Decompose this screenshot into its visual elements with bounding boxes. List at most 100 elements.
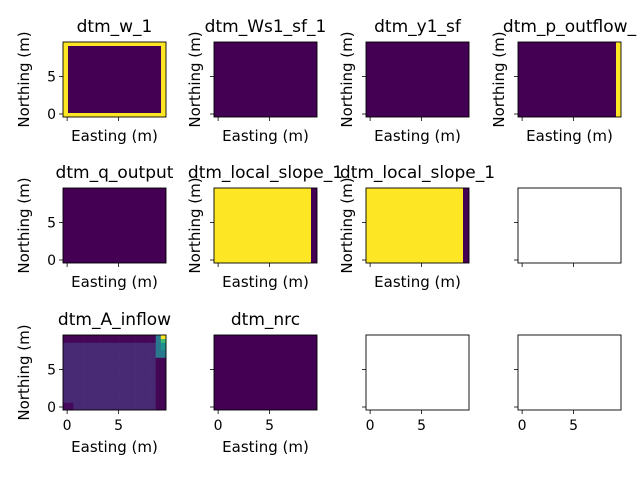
heatmap-cell	[140, 342, 146, 347]
heatmap-cell	[63, 406, 69, 411]
heatmap-cell	[124, 335, 131, 340]
heatmap-cell	[83, 395, 90, 400]
heatmap-cell	[73, 402, 79, 407]
heatmap-cell	[88, 387, 95, 392]
heatmap-cell	[150, 342, 156, 347]
heatmap-cell	[160, 353, 167, 358]
heatmap-cell	[160, 380, 167, 385]
heatmap-cell	[145, 361, 151, 366]
heatmap-cell	[78, 376, 84, 381]
heatmap-cell	[73, 353, 79, 358]
heatmap-cell	[78, 402, 84, 407]
heatmap-cell	[93, 380, 100, 385]
heatmap-cell	[129, 357, 136, 362]
heatmap-cell	[104, 342, 110, 347]
heatmap-cell	[104, 380, 110, 385]
heatmap-cell	[114, 402, 120, 407]
heatmap-cell	[145, 380, 151, 385]
heatmap-cell	[104, 353, 110, 358]
heatmap-cell	[155, 372, 162, 377]
heatmap-cell	[93, 353, 100, 358]
subplot-title: dtm_w_1	[77, 17, 153, 37]
heatmap-cell	[114, 395, 120, 400]
heatmap-cell	[78, 387, 84, 392]
heatmap-cell	[83, 376, 90, 381]
heatmap-cell	[68, 350, 74, 355]
heatmap-cell	[78, 372, 84, 377]
axes-frame	[517, 187, 622, 264]
heatmap-cell	[145, 406, 151, 411]
heatmap-cell	[83, 335, 90, 340]
heatmap-cell	[63, 346, 69, 351]
heatmap-cell	[109, 395, 115, 400]
y-tick-label: 5	[47, 363, 56, 379]
heatmap-cell	[83, 346, 90, 351]
heatmap-cell	[104, 383, 110, 388]
heatmap-cell	[119, 376, 126, 381]
heatmap-cell	[155, 357, 162, 362]
heatmap-cell	[109, 361, 115, 366]
heatmap-cell	[145, 402, 151, 407]
heatmap-cell	[145, 391, 151, 396]
heatmap-cell	[114, 338, 120, 343]
x-tick-label: 5	[569, 418, 578, 434]
heatmap-cell	[135, 387, 141, 392]
heatmap-cell	[140, 387, 146, 392]
x-axis-label: Easting (m)	[222, 273, 309, 291]
heatmap-cell	[155, 383, 162, 388]
heatmap-cells	[214, 42, 317, 117]
heatmap-cell	[73, 372, 79, 377]
heatmap-cell	[135, 346, 141, 351]
heatmap-cell	[135, 395, 141, 400]
heatmap-cell	[99, 372, 105, 377]
heatmap-cell	[63, 402, 69, 407]
heatmap-cell	[99, 398, 105, 403]
heatmap-cell	[73, 365, 79, 370]
heatmap-cell	[155, 406, 162, 411]
heatmap-cell	[93, 365, 100, 370]
heatmap-cell	[109, 335, 115, 340]
heatmap-cell	[135, 361, 141, 366]
y-axis-label: Northing (m)	[15, 31, 33, 127]
heatmap-cell	[160, 391, 167, 396]
heatmap-cell	[150, 406, 156, 411]
heatmap-cell	[78, 353, 84, 358]
heatmap-cell	[93, 376, 100, 381]
subplot-9: 0 5 0 5 dtm_A_inflow Easting (m) Northing (m)	[15, 310, 171, 456]
y-axis-label: Northing (m)	[186, 177, 204, 273]
heatmap-cell	[88, 342, 95, 347]
heatmap-cell	[150, 350, 156, 355]
heatmap-cell	[104, 346, 110, 351]
heatmap-cell	[63, 398, 69, 403]
subplot-title: dtm_Ws1_sf_1	[205, 17, 327, 37]
y-axis-label: Northing (m)	[338, 31, 356, 127]
heatmap-cell	[155, 350, 162, 355]
heatmap-cell	[83, 380, 90, 385]
heatmap-cell	[73, 342, 79, 347]
heatmap-cell	[150, 357, 156, 362]
axes-frame	[517, 334, 622, 411]
heatmap-cell	[129, 395, 136, 400]
heatmap-cell	[119, 338, 126, 343]
heatmap-cell	[88, 376, 95, 381]
heatmap-cell	[114, 391, 120, 396]
heatmap-cell	[78, 383, 84, 388]
heatmap-cell	[83, 357, 90, 362]
heatmap-cell	[114, 372, 120, 377]
heatmap-cell	[73, 406, 79, 411]
heatmap-cell	[160, 365, 167, 370]
heatmap-cell	[155, 376, 162, 381]
heatmap-cell	[150, 398, 156, 403]
heatmap-cell	[99, 395, 105, 400]
heatmap-cell	[93, 398, 100, 403]
heatmap-cell	[88, 372, 95, 377]
heatmap-cell	[145, 335, 151, 340]
heatmap-cell	[119, 395, 126, 400]
heatmap-cell	[99, 376, 105, 381]
heatmap-cell	[160, 342, 167, 347]
heatmap-cell	[78, 380, 84, 385]
heatmap-cell	[150, 402, 156, 407]
heatmap-cell	[73, 346, 79, 351]
heatmap-cell	[114, 383, 120, 388]
heatmap-cell	[124, 365, 131, 370]
